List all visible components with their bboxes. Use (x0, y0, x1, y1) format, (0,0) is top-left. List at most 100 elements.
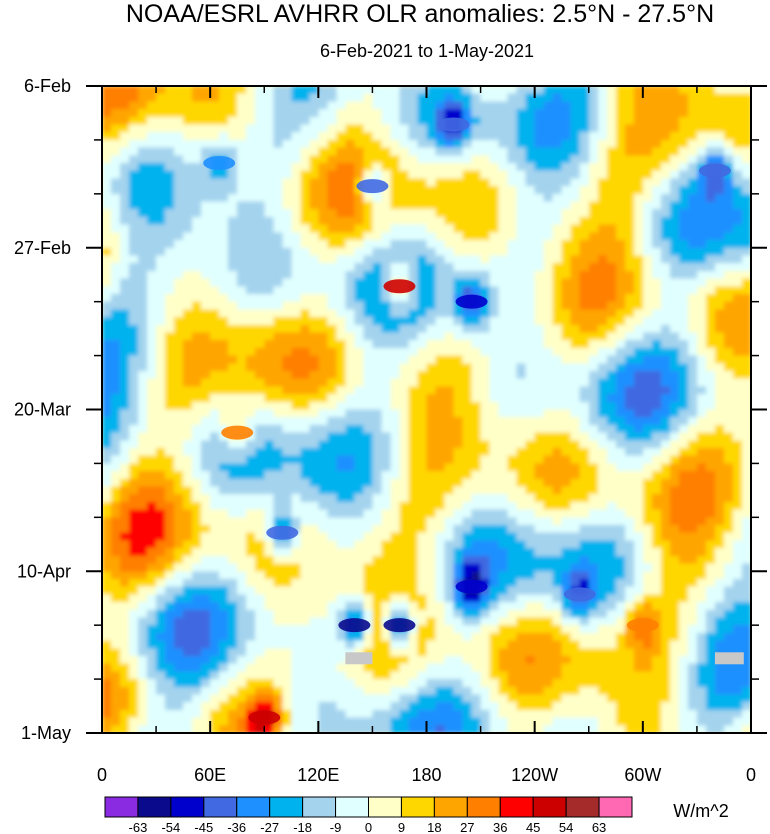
anomaly-cell (138, 163, 148, 172)
anomaly-cell (615, 586, 626, 595)
anomaly-cell (345, 255, 355, 264)
anomaly-cell (138, 409, 148, 418)
anomaly-cell (660, 209, 671, 218)
anomaly-cell (723, 586, 734, 595)
anomaly-cell (498, 347, 509, 357)
anomaly-cell (741, 424, 751, 434)
anomaly-cell (417, 525, 428, 534)
anomaly-cell (705, 609, 716, 619)
anomaly-cell (165, 147, 175, 156)
anomaly-cell (219, 293, 229, 303)
anomaly-cell (597, 509, 608, 518)
anomaly-cell (102, 478, 112, 488)
anomaly-cell (183, 548, 193, 557)
anomaly-cell (642, 532, 653, 542)
anomaly-cell (201, 555, 211, 565)
anomaly-cell (246, 101, 256, 110)
anomaly-cell (453, 232, 464, 241)
anomaly-cell (174, 478, 184, 488)
anomaly-cell (147, 255, 157, 264)
anomaly-cell (570, 147, 581, 156)
anomaly-cell (147, 432, 157, 441)
anomaly-cell (138, 378, 148, 387)
anomaly-cell (705, 417, 716, 426)
anomaly-cell (210, 478, 220, 488)
anomaly-cell (633, 139, 644, 149)
anomaly-cell (408, 517, 419, 526)
anomaly-cell (588, 540, 599, 549)
anomaly-cell (111, 548, 121, 557)
anomaly-cell (264, 455, 274, 465)
anomaly-cell (651, 370, 662, 380)
anomaly-cell (687, 586, 698, 595)
anomaly-cell (579, 432, 590, 441)
anomaly-cell (345, 163, 355, 172)
anomaly-cell (183, 501, 193, 511)
anomaly-cell (228, 116, 238, 126)
anomaly-cell (102, 417, 112, 426)
anomaly-cell (435, 424, 446, 434)
anomaly-cell (210, 124, 220, 133)
anomaly-cell (615, 109, 626, 118)
anomaly-cell (138, 147, 148, 156)
anomaly-cell (147, 602, 157, 611)
anomaly-cell (588, 517, 599, 526)
anomaly-cell (156, 201, 166, 210)
anomaly-cell (543, 355, 554, 364)
anomaly-cell (426, 132, 437, 141)
anomaly-cell (489, 448, 500, 457)
anomaly-cell (111, 478, 121, 488)
anomaly-cell (651, 563, 662, 572)
anomaly-cell (147, 293, 157, 303)
anomaly-cell (678, 216, 689, 226)
anomaly-cell (399, 440, 410, 449)
anomaly-cell (516, 432, 527, 441)
anomaly-cell (138, 278, 148, 287)
anomaly-cell (273, 193, 283, 203)
anomaly-cell (696, 401, 707, 411)
anomaly-cell (498, 332, 509, 341)
anomaly-cell (435, 594, 446, 603)
anomaly-cell (651, 494, 662, 503)
anomaly-cell (282, 301, 292, 310)
anomaly-cell (660, 301, 671, 310)
anomaly-cell (687, 594, 698, 603)
anomaly-cell (291, 448, 301, 457)
anomaly-cell (237, 101, 247, 110)
anomaly-cell (696, 178, 707, 187)
anomaly-cell (372, 363, 383, 372)
anomaly-cell (624, 394, 635, 403)
anomaly-cell (309, 247, 319, 257)
anomaly-cell (561, 347, 572, 357)
anomaly-cell (579, 609, 590, 619)
anomaly-cell (291, 340, 301, 349)
anomaly-cell (363, 409, 374, 418)
anomaly-cell (255, 178, 265, 187)
anomaly-cell (363, 201, 374, 210)
anomaly-cell (354, 139, 364, 149)
anomaly-cell (651, 301, 662, 310)
anomaly-cell (309, 124, 319, 133)
anomaly-cell (489, 116, 500, 126)
anomaly-cell (417, 609, 428, 619)
anomaly-cell (327, 440, 337, 449)
anomaly-cell (282, 363, 292, 372)
anomaly-cell (498, 571, 509, 580)
anomaly-cell (606, 394, 617, 403)
anomaly-cell (120, 386, 130, 395)
anomaly-cell (606, 448, 617, 457)
anomaly-cell (228, 324, 238, 334)
anomaly-cell (327, 494, 337, 503)
anomaly-cell (345, 301, 355, 310)
anomaly-cell (570, 186, 581, 195)
anomaly-cell (273, 448, 283, 457)
anomaly-cell (228, 578, 238, 588)
anomaly-cell (183, 355, 193, 364)
anomaly-cell (579, 132, 590, 141)
anomaly-cell (462, 363, 473, 372)
anomaly-cell (363, 417, 374, 426)
anomaly-cell (309, 209, 319, 218)
anomaly-cell (741, 432, 751, 441)
anomaly-cell (561, 440, 572, 449)
anomaly-cell (480, 540, 491, 549)
